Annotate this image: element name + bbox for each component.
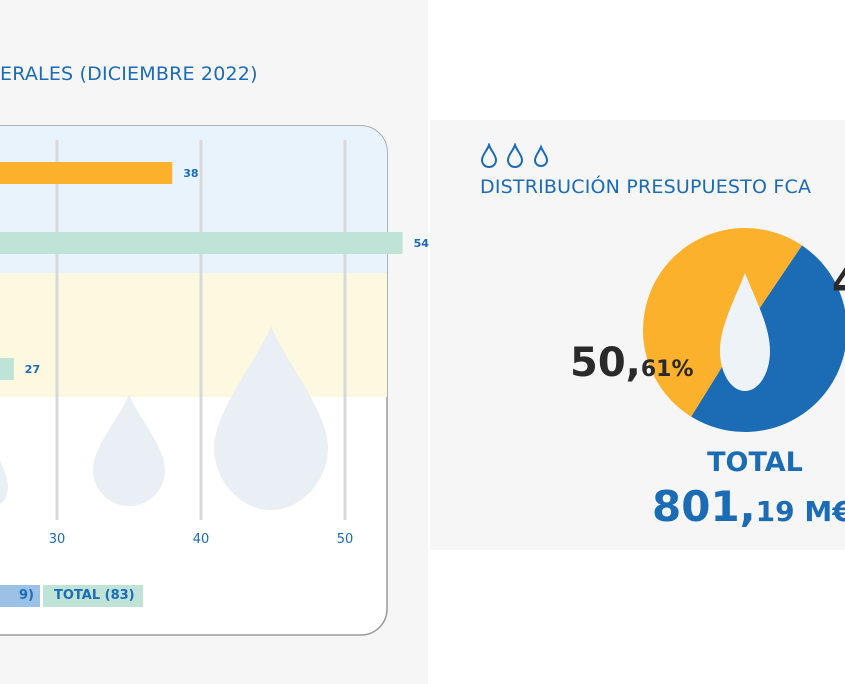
medium-drop-icon bbox=[93, 394, 165, 506]
x-tick-label: 30 bbox=[49, 532, 66, 547]
bar-value-label: 27 bbox=[25, 363, 40, 376]
pie-slice bbox=[643, 228, 803, 417]
yellow-band bbox=[0, 273, 387, 397]
legend-item-partial: 9) bbox=[0, 585, 40, 607]
water-drops-icon bbox=[480, 143, 549, 169]
bar-value-label: 54 bbox=[414, 237, 430, 250]
x-tick-label: 50 bbox=[337, 532, 354, 547]
bar bbox=[0, 232, 403, 254]
bar-value-label: 38 bbox=[183, 167, 198, 180]
bar-chart: 38 54 27 30 40 50 bbox=[0, 125, 429, 636]
pie-chart-title: DISTRIBUCIÓN PRESUPUESTO FCA bbox=[480, 176, 812, 198]
pie-chart bbox=[643, 228, 845, 432]
bar-chart-title: ERALES (DICIEMBRE 2022) bbox=[0, 63, 258, 85]
bar bbox=[0, 162, 173, 184]
total-label: TOTAL bbox=[707, 447, 803, 478]
x-tick-label: 40 bbox=[193, 532, 210, 547]
large-drop-icon bbox=[214, 326, 328, 510]
legend-item-total: TOTAL (83) bbox=[43, 585, 143, 607]
bar bbox=[0, 358, 14, 380]
x-axis-ticks: 30 40 50 bbox=[49, 532, 354, 547]
small-drop-icon bbox=[0, 460, 8, 504]
pie-slice-label-blue: 4 bbox=[832, 260, 845, 306]
center-drop-icon bbox=[720, 273, 770, 391]
bars: 38 54 27 bbox=[0, 162, 429, 380]
total-value: 801,19 M€ bbox=[652, 482, 845, 531]
grid-lines bbox=[55, 140, 347, 520]
decorative-drops bbox=[0, 326, 328, 510]
pie-slice-label-orange: 50,61% bbox=[570, 340, 694, 386]
